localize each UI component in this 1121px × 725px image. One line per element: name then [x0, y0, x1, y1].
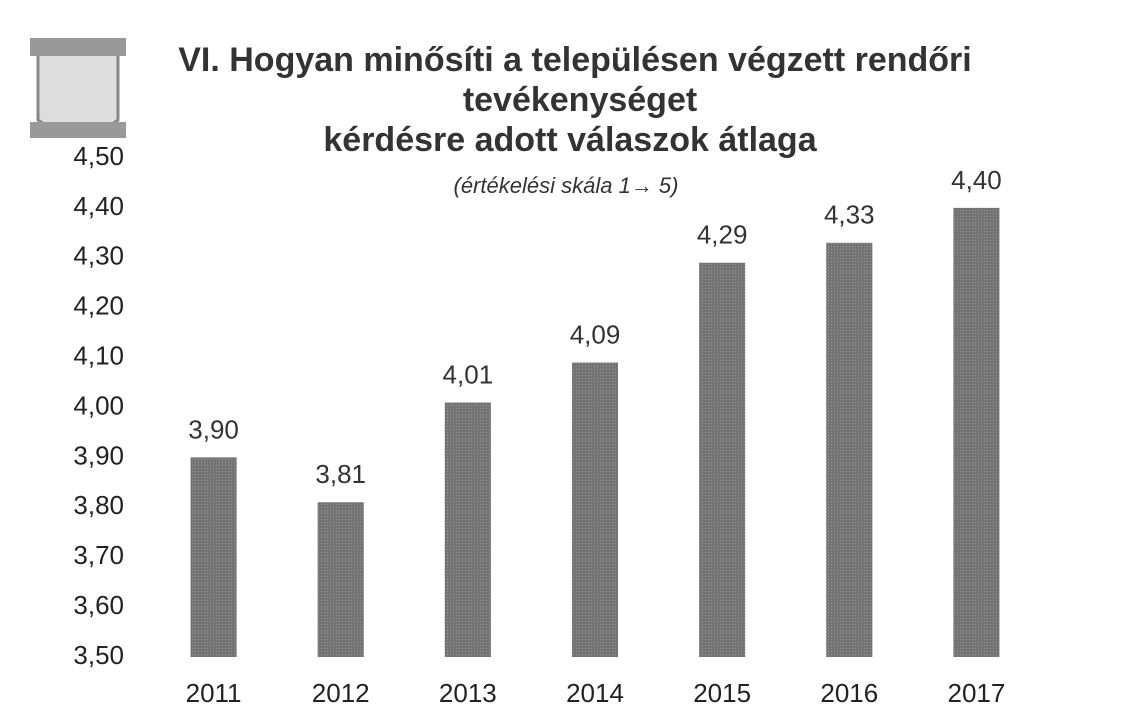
data-label: 3,90 [188, 414, 239, 444]
x-tick-label: 2014 [566, 678, 624, 708]
y-tick-label: 3,70 [73, 540, 124, 570]
x-tick-label: 2017 [948, 678, 1006, 708]
bar-texture [572, 362, 618, 657]
y-tick-label: 3,60 [73, 590, 124, 620]
y-tick-label: 3,80 [73, 490, 124, 520]
y-tick-label: 3,50 [73, 640, 124, 670]
chart-subtitle: (értékelési skála 1→ 5) [454, 173, 679, 198]
y-tick-label: 4,00 [73, 390, 124, 420]
data-label: 4,09 [570, 319, 621, 349]
x-tick-label: 2013 [439, 678, 497, 708]
bar-texture [699, 262, 746, 657]
x-tick-label: 2011 [186, 678, 242, 708]
y-tick-label: 4,30 [73, 241, 124, 271]
chart-title: tevékenységet [463, 81, 697, 119]
y-tick-label: 3,90 [73, 440, 124, 470]
chart-title: kérdésre adott válaszok átlaga [323, 121, 817, 159]
chart-title: VI. Hogyan minősíti a településen végzet… [178, 41, 972, 79]
data-label: 4,40 [951, 165, 1002, 195]
bar-texture [953, 207, 1000, 657]
y-tick-label: 4,20 [73, 291, 124, 321]
data-label: 4,33 [824, 200, 875, 230]
emblem [30, 38, 126, 138]
y-tick-label: 4,10 [73, 340, 124, 370]
bar-texture [317, 502, 364, 657]
x-tick-label: 2012 [312, 678, 370, 708]
data-label: 4,01 [443, 359, 494, 389]
bar-texture [444, 402, 491, 657]
bar-texture [190, 457, 237, 657]
y-tick-label: 4,40 [73, 191, 124, 221]
y-tick-label: 4,50 [73, 141, 124, 171]
data-label: 4,29 [697, 220, 748, 250]
bar-texture [826, 242, 873, 657]
x-tick-label: 2015 [693, 678, 751, 708]
data-label: 3,81 [315, 459, 366, 489]
x-tick-label: 2016 [820, 678, 878, 708]
